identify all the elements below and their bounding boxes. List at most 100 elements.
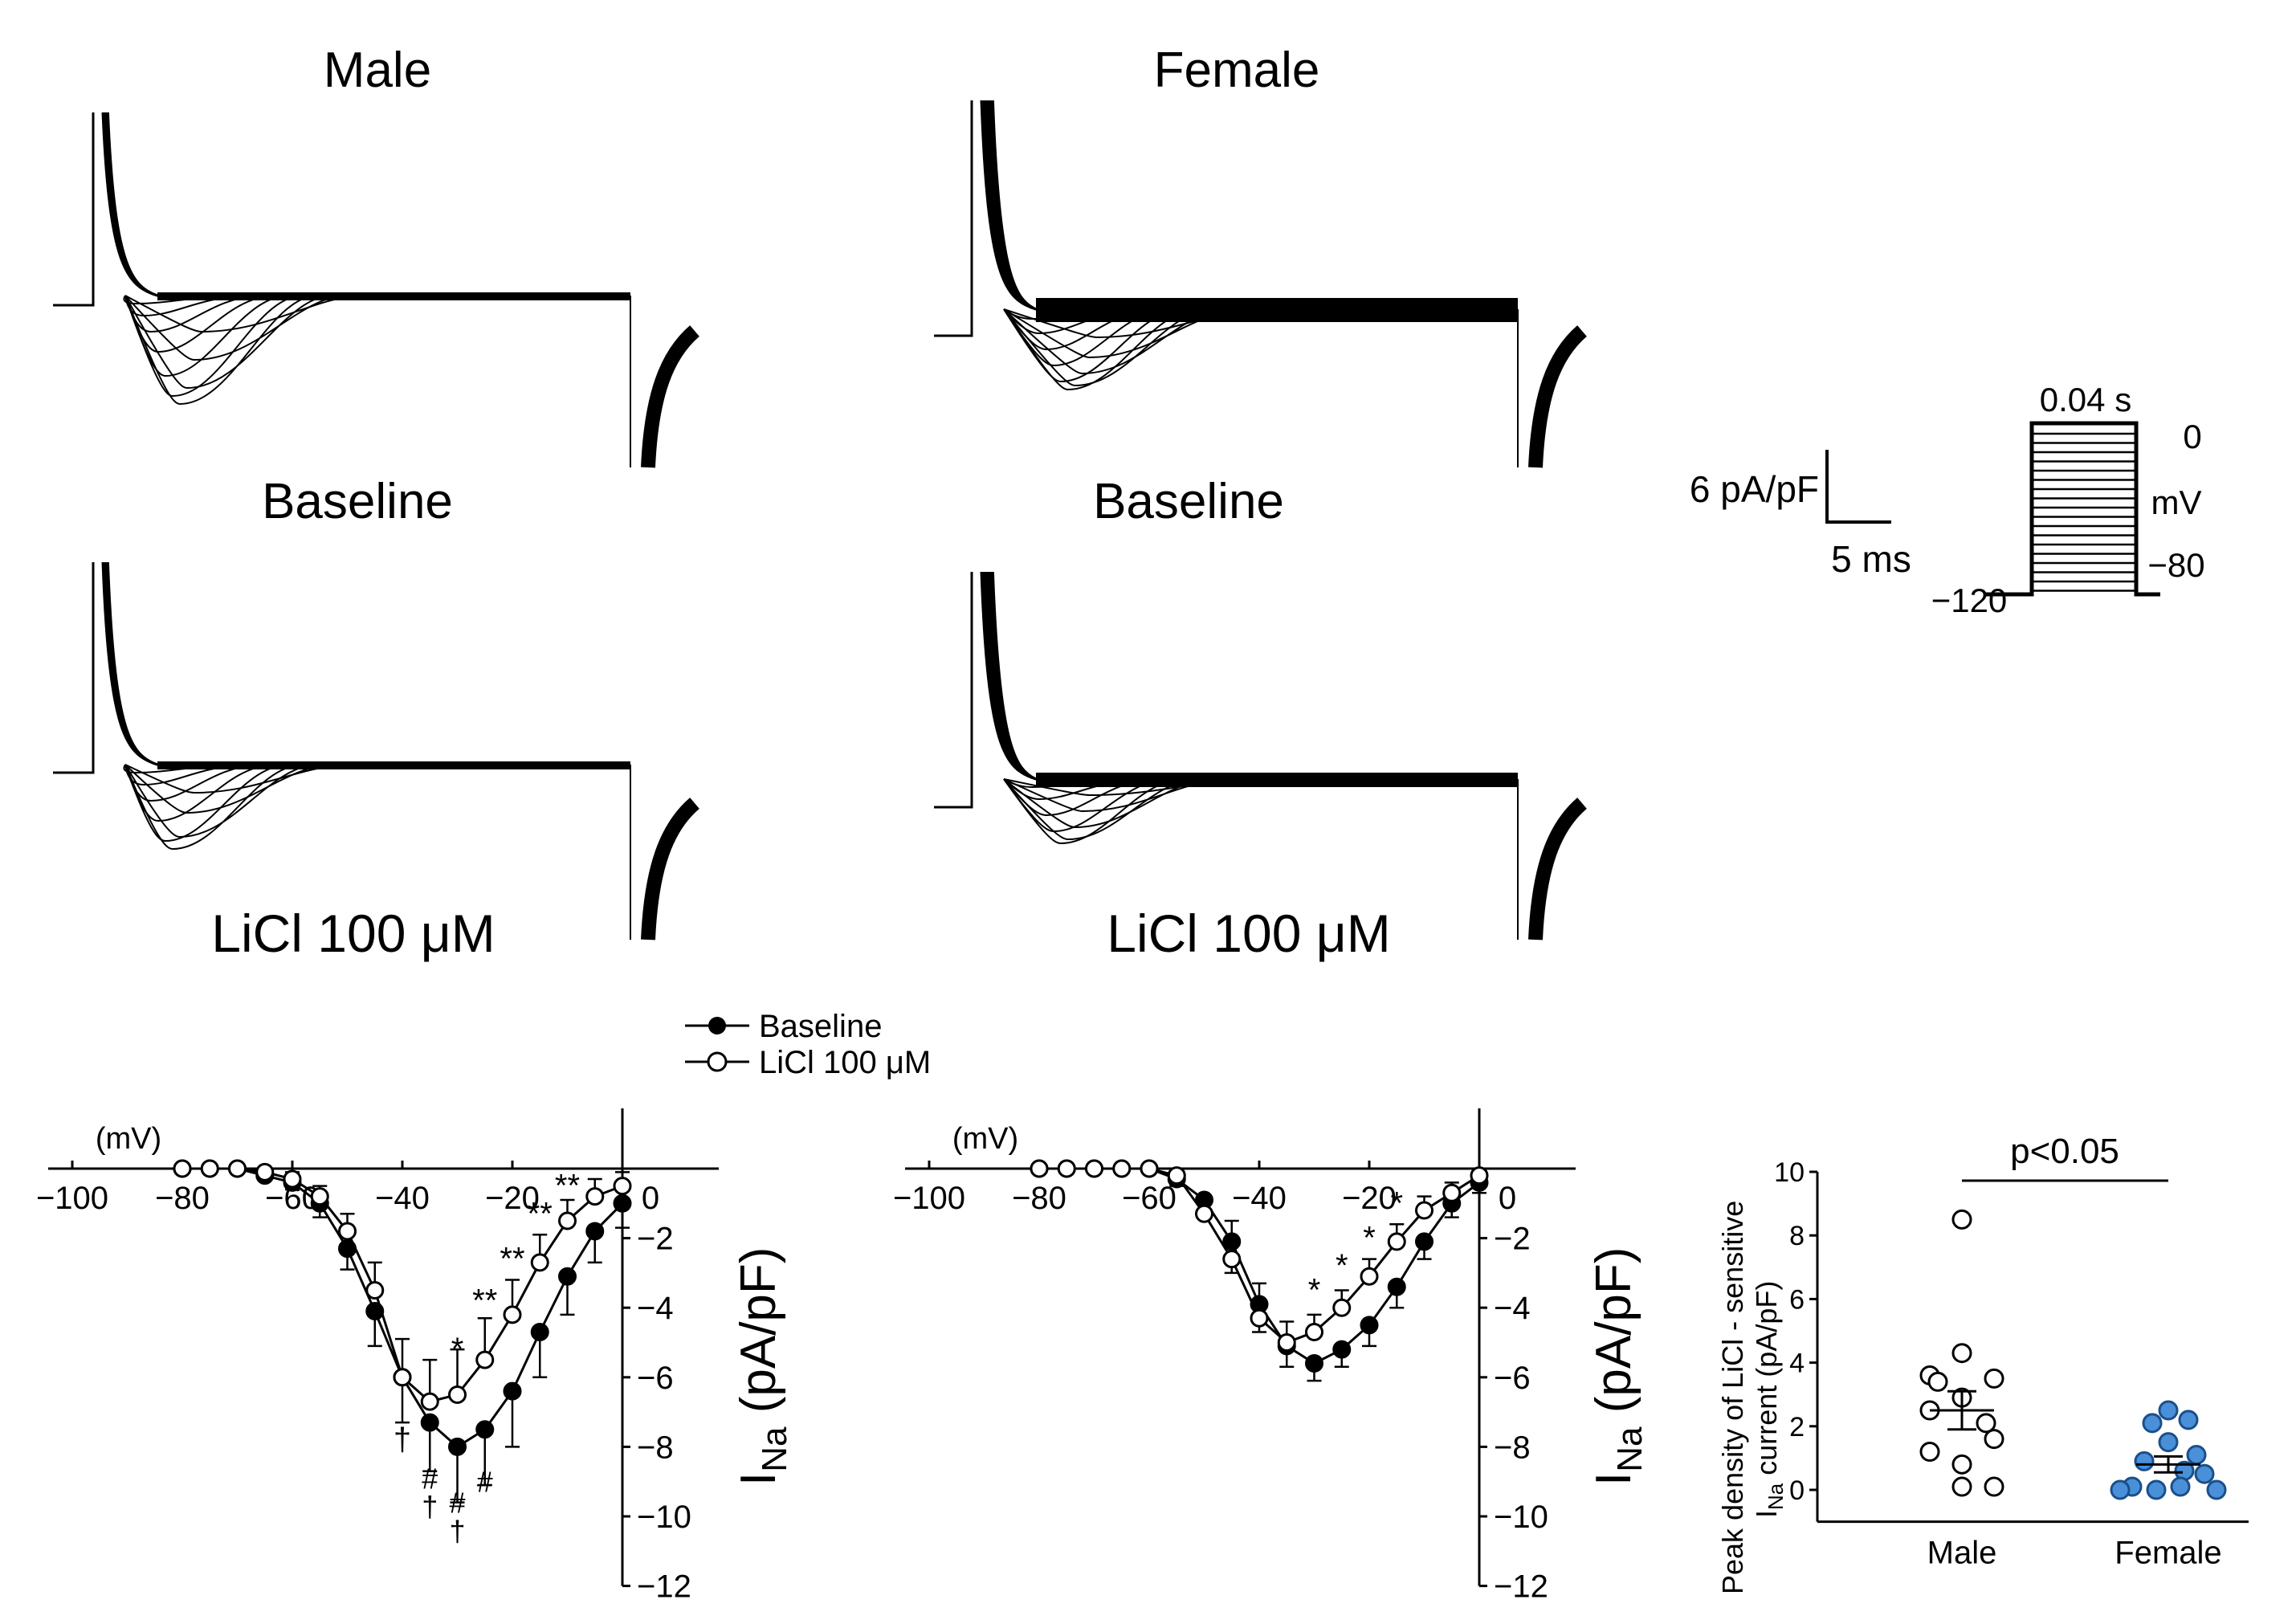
iv-x-tick-label: −20 [485,1181,540,1216]
iv-data-point [530,1253,549,1272]
protocol-top-voltage: 0 [2183,418,2201,455]
iv-data-point [1140,1159,1159,1178]
scatter-point [1951,1476,1972,1497]
iv-y-tick-label: −10 [637,1500,691,1535]
scatter-y-tick-label: 10 [1774,1157,1805,1188]
iv-data-point [503,1305,522,1324]
scatter-point [2158,1432,2179,1453]
trace-sweep [1003,778,1212,829]
iv-annotation: ** [528,1196,553,1231]
trace-sweep [124,764,288,843]
iv-data-point [1360,1316,1379,1335]
iv-data-point [585,1187,605,1206]
trace-plateau [157,292,630,300]
scatter-point [2110,1479,2131,1500]
iv-annotation: # [422,1462,438,1495]
scatter-y-tick-label: 6 [1789,1284,1805,1315]
scatter-point [2186,1444,2207,1465]
scatter-y-tick-label: 0 [1789,1475,1805,1506]
iv-annotation: † [394,1422,411,1458]
scatter-point [2194,1463,2215,1484]
scatter-point [1984,1429,2004,1450]
iv-data-point [1387,1277,1406,1296]
significance-label: p<0.05 [2010,1132,2119,1171]
iv-x-tick-label: −100 [36,1181,108,1216]
iv-data-point [1360,1267,1379,1286]
iv-y-tick-label: −12 [637,1569,691,1605]
trace-tail [641,798,700,941]
iv-x-tick-label: −40 [375,1181,430,1216]
legend: Baseline LiCl 100 μM [685,1009,931,1080]
scatter-y-tick-label: 2 [1789,1412,1805,1442]
iv-data-point [1030,1159,1049,1178]
scale-time: 5 ms [1831,538,1911,580]
legend-licl-marker [707,1051,728,1072]
iv-x-unit-label: (mV) [952,1122,1018,1156]
scatter-point [1919,1441,1940,1462]
scale-amplitude: 6 pA/pF [1690,468,1819,510]
iv-annotation: † [422,1490,438,1523]
iv-annotation: ** [555,1169,580,1204]
iv-data-point [420,1413,439,1432]
iv-annotation: # [477,1466,493,1499]
iv-annotation: † [449,1514,465,1547]
iv-y-tick-label: −4 [1494,1291,1531,1326]
protocol-unit: mV [2151,484,2202,521]
iv-y-tick-label: −8 [637,1430,674,1465]
iv-data-point [1167,1166,1186,1185]
iv-data-point [530,1323,549,1342]
trace-tail [1528,798,1588,941]
iv-data-point [365,1281,385,1300]
protocol-bottom-voltage: −80 [2147,546,2204,584]
iv-data-point [448,1437,467,1456]
scatter-ylabel-line1: Peak density of LiCl - sensitive [1716,1201,1749,1594]
trace-sweep [1003,308,1197,391]
trace-sweep [1003,308,1183,383]
iv-data-point [283,1169,302,1189]
iv-data-point [1222,1250,1242,1269]
iv-annotation: * [1336,1248,1348,1283]
trace-male-baseline [53,112,700,468]
trace-capacitive [106,112,158,297]
trace-sweep [124,764,302,851]
iv-x-tick-label: 0 [1499,1181,1516,1216]
female-title: Female [1154,43,1320,98]
peak-density-scatter: 0 2 4 6 8 10 Male Female p<0.05 [1774,1132,2249,1571]
iv-x-tick-label: −80 [1012,1181,1066,1216]
female-baseline-label: Baseline [1093,474,1284,529]
iv-plot-male: −100 −80 −60 −40 −20 0−2−4−6−8−10−12(mV)†****… [36,1108,719,1605]
scatter-category-label: Female [2115,1536,2221,1571]
iv-data-point [1415,1232,1433,1251]
iv-data-point [1332,1298,1352,1317]
trace-tail [1528,325,1588,468]
scatter-point [1951,1209,1972,1230]
iv-annotation: # [449,1487,465,1520]
trace-female-baseline [934,100,1588,468]
trace-female-licl [934,571,1588,941]
iv-x-tick-label: −40 [1232,1181,1287,1216]
scatter-point [2146,1479,2167,1500]
iv-data-point [503,1381,522,1401]
scatter-y-tick-label: 4 [1789,1349,1805,1379]
iv-x-tick-label: −80 [155,1181,210,1216]
iv-data-point [1112,1159,1132,1178]
trace-capacitive [991,100,1037,311]
iv-data-point [585,1222,605,1241]
iv-data-point [173,1159,192,1178]
trace-capacitive [991,571,1037,781]
iv-plot-female: −100 −80 −60 −40 −20 0 −2 −4 −6 −8 −10 −12 (mV) * * * * [893,1108,1576,1605]
iv-annotation: * [1308,1273,1321,1308]
iv-data-point [1415,1201,1433,1220]
iv-data-point [228,1159,247,1178]
legend-licl-label: LiCl 100 μM [759,1045,931,1080]
iv-data-point [365,1302,385,1321]
iv-data-point [1442,1183,1462,1202]
iv-y-tick-label: −10 [1494,1500,1548,1535]
iv-x-unit-label: (mV) [96,1122,161,1156]
iv-annotation: ** [472,1283,497,1319]
trace-plateau [157,761,630,769]
iv-annotation: * [451,1332,464,1367]
scatter-category-label: Male [1927,1536,1997,1571]
trace-sweep [124,295,331,390]
